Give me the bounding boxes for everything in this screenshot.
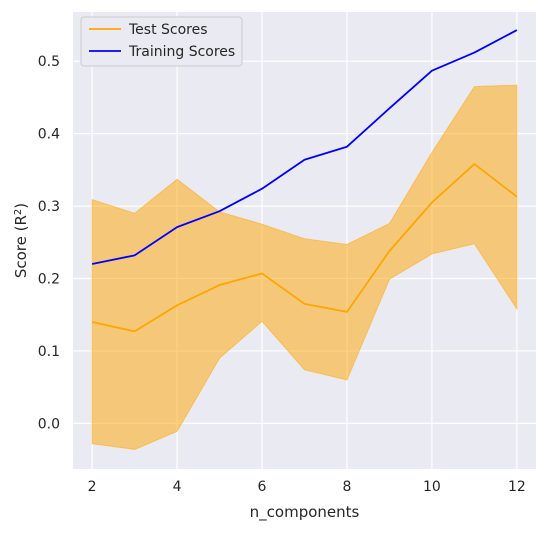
confidence-band-layer bbox=[91, 84, 518, 450]
y-tick-label: 0.3 bbox=[38, 199, 60, 215]
svg-text:Score (R2): Score (R2) bbox=[12, 203, 30, 278]
y-axis-label-superscript: 2 bbox=[13, 209, 24, 215]
y-tick-label: 0.5 bbox=[38, 54, 60, 70]
legend: Test Scores Training Scores bbox=[80, 16, 243, 67]
x-tick-label: 2 bbox=[88, 479, 97, 495]
y-tick-label: 0.0 bbox=[38, 416, 60, 432]
y-axis-label: Score (R2) bbox=[12, 203, 30, 278]
x-tick-label: 6 bbox=[258, 479, 267, 495]
test-scores-band bbox=[91, 84, 518, 450]
tick-label-layer: 2 4 6 8 10 12 0.0 0.1 0.2 0.3 0.4 0.5 bbox=[38, 54, 526, 495]
y-axis-label-end: ) bbox=[12, 203, 30, 209]
y-axis-label-main: Score (R bbox=[12, 215, 30, 278]
y-tick-label: 0.1 bbox=[38, 344, 60, 360]
test-scores-line bbox=[91, 163, 518, 333]
legend-label-test-scores: Test Scores bbox=[128, 22, 208, 38]
training-scores-line bbox=[91, 29, 518, 265]
x-tick-label: 12 bbox=[508, 479, 526, 495]
legend-box bbox=[80, 16, 243, 67]
x-tick-label: 10 bbox=[423, 479, 441, 495]
y-tick-label: 0.4 bbox=[38, 127, 60, 143]
series-line-layer bbox=[91, 29, 518, 333]
x-tick-label: 4 bbox=[173, 479, 182, 495]
x-tick-label: 8 bbox=[343, 479, 352, 495]
x-axis-label: n_components bbox=[250, 503, 360, 522]
y-tick-label: 0.2 bbox=[38, 272, 60, 288]
legend-label-training-scores: Training Scores bbox=[128, 44, 235, 60]
